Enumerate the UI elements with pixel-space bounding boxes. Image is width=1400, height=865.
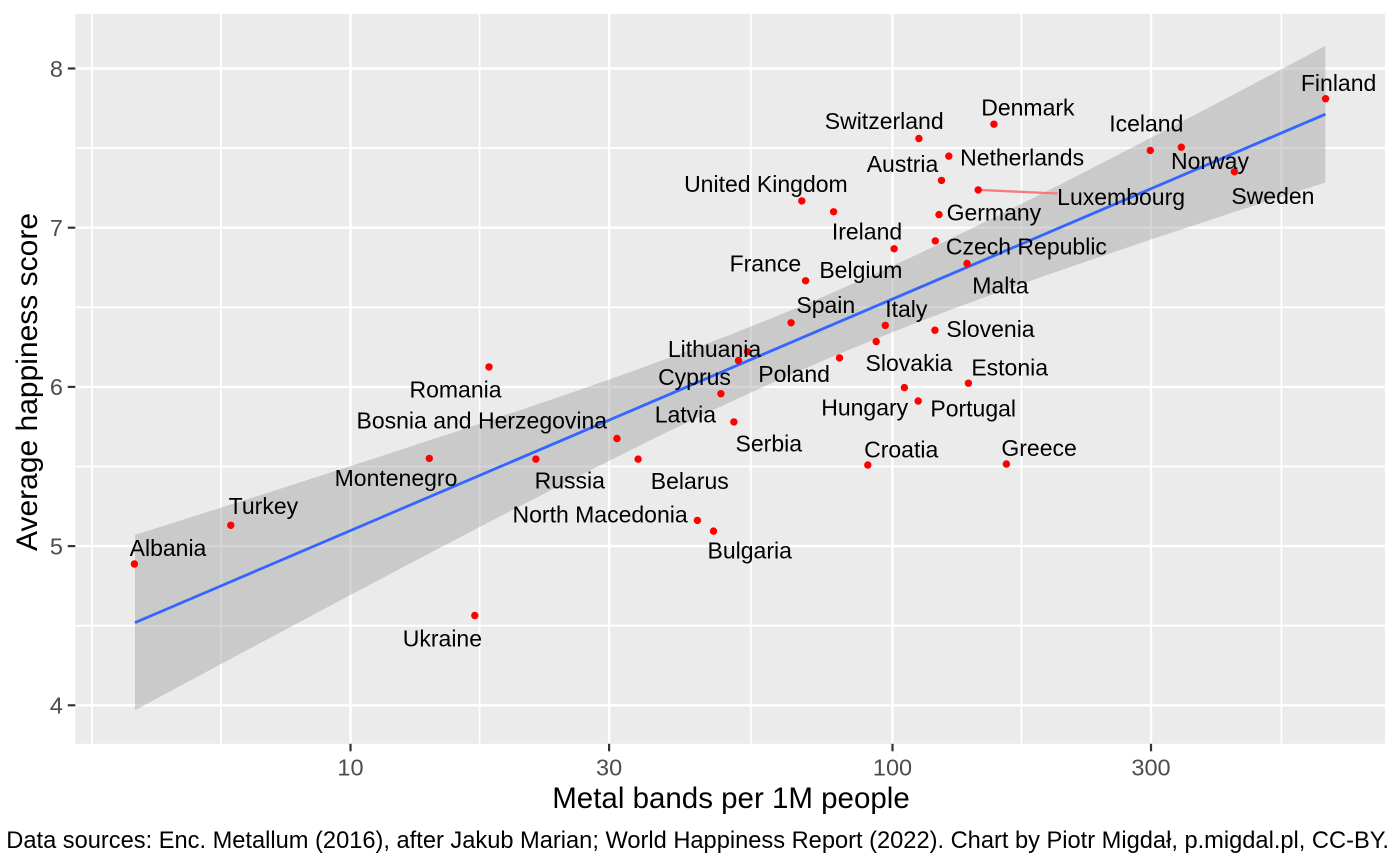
- svg-text:Slovenia: Slovenia: [946, 316, 1034, 342]
- svg-text:United Kingdom: United Kingdom: [684, 171, 848, 197]
- svg-text:Turkey: Turkey: [229, 493, 299, 519]
- svg-text:Denmark: Denmark: [981, 95, 1075, 121]
- svg-text:Lithuania: Lithuania: [668, 336, 762, 362]
- svg-text:Data sources: Enc. Metallum (2: Data sources: Enc. Metallum (2016), afte…: [6, 828, 1389, 854]
- svg-text:8: 8: [50, 56, 63, 82]
- svg-text:Belarus: Belarus: [651, 468, 729, 494]
- svg-text:North Macedonia: North Macedonia: [513, 501, 688, 527]
- svg-text:Bosnia and Herzegovina: Bosnia and Herzegovina: [356, 408, 607, 434]
- svg-text:Switzerland: Switzerland: [825, 108, 944, 134]
- svg-text:Latvia: Latvia: [655, 401, 717, 427]
- svg-text:Austria: Austria: [867, 151, 939, 177]
- svg-text:5: 5: [50, 533, 63, 559]
- svg-text:Spain: Spain: [796, 292, 855, 318]
- svg-text:7: 7: [50, 215, 63, 241]
- svg-text:Finland: Finland: [1301, 70, 1376, 96]
- svg-text:Bulgaria: Bulgaria: [708, 537, 793, 563]
- svg-text:300: 300: [1131, 754, 1170, 780]
- svg-text:Slovakia: Slovakia: [866, 350, 953, 376]
- svg-text:Belgium: Belgium: [819, 257, 902, 283]
- svg-text:10: 10: [337, 754, 363, 780]
- svg-text:30: 30: [596, 754, 622, 780]
- svg-text:Netherlands: Netherlands: [960, 145, 1084, 171]
- svg-text:4: 4: [50, 693, 63, 719]
- svg-text:Albania: Albania: [130, 535, 207, 561]
- svg-text:Cyprus: Cyprus: [658, 364, 731, 390]
- svg-text:Poland: Poland: [758, 361, 830, 387]
- svg-text:Czech Republic: Czech Republic: [946, 234, 1107, 260]
- svg-text:Iceland: Iceland: [1109, 110, 1183, 136]
- svg-text:Portugal: Portugal: [930, 396, 1016, 422]
- svg-text:Croatia: Croatia: [864, 437, 938, 463]
- svg-text:Montenegro: Montenegro: [335, 465, 458, 491]
- svg-text:Italy: Italy: [885, 296, 928, 322]
- svg-text:Ireland: Ireland: [832, 219, 902, 245]
- svg-text:France: France: [730, 251, 802, 277]
- svg-text:Metal bands per 1M people: Metal bands per 1M people: [552, 782, 910, 815]
- svg-text:Estonia: Estonia: [971, 354, 1048, 380]
- svg-text:Malta: Malta: [972, 272, 1028, 298]
- svg-text:6: 6: [50, 374, 63, 400]
- svg-text:Average happiness score: Average happiness score: [11, 213, 44, 551]
- svg-text:Romania: Romania: [409, 376, 501, 402]
- svg-text:Sweden: Sweden: [1231, 183, 1314, 209]
- svg-text:100: 100: [873, 754, 912, 780]
- svg-text:Luxembourg: Luxembourg: [1057, 184, 1185, 210]
- svg-text:Norway: Norway: [1171, 148, 1249, 174]
- svg-text:Hungary: Hungary: [821, 395, 908, 421]
- svg-text:Russia: Russia: [535, 468, 606, 494]
- svg-text:Serbia: Serbia: [736, 431, 803, 457]
- svg-text:Greece: Greece: [1001, 435, 1076, 461]
- svg-text:Ukraine: Ukraine: [403, 625, 482, 651]
- svg-text:Germany: Germany: [947, 200, 1042, 226]
